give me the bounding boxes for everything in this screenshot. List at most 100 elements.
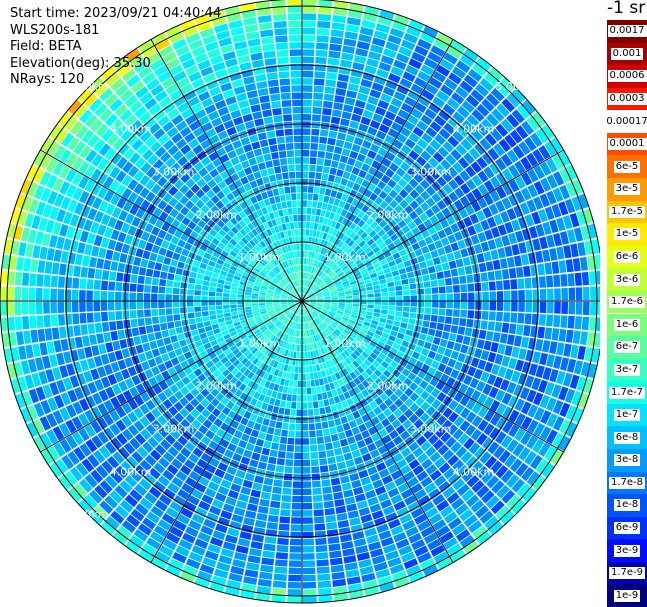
range-gate-cell — [312, 480, 321, 488]
range-gate-cell — [63, 351, 72, 364]
range-gate-cell — [499, 333, 508, 344]
range-gate-cell — [251, 374, 259, 382]
range-gate-cell — [110, 437, 123, 450]
range-gate-cell — [234, 324, 243, 331]
range-gate-cell — [262, 550, 275, 559]
range-gate-cell — [17, 210, 28, 226]
range-gate-cell — [312, 311, 318, 317]
range-gate-cell — [533, 422, 546, 437]
range-gate-cell — [544, 445, 557, 461]
range-gate-cell — [251, 295, 259, 299]
range-gate-cell — [312, 285, 318, 291]
range-gate-cell — [276, 286, 283, 291]
range-gate-cell — [208, 296, 216, 301]
range-gate-cell — [503, 301, 511, 312]
range-gate-cell — [97, 157, 109, 171]
range-gate-cell — [384, 457, 395, 468]
range-gate-cell — [351, 198, 360, 207]
range-gate-cell — [558, 386, 569, 401]
range-gate-cell — [176, 77, 190, 89]
range-gate-cell — [418, 354, 427, 363]
range-gate-cell — [252, 111, 263, 120]
range-gate-cell — [222, 503, 235, 513]
range-gate-cell — [333, 593, 349, 602]
range-gate-cell — [266, 299, 273, 301]
range-gate-cell — [144, 317, 152, 326]
range-gate-cell — [345, 303, 353, 307]
range-gate-cell — [361, 351, 369, 359]
range-gate-cell — [108, 311, 116, 321]
range-gate-cell — [391, 20, 407, 32]
range-gate-cell — [406, 167, 418, 178]
range-gate-cell — [362, 483, 374, 493]
range-gate-cell — [168, 32, 184, 44]
range-gate-cell — [150, 84, 164, 97]
range-gate-cell — [371, 37, 386, 47]
range-gate-cell — [326, 375, 333, 383]
range-gate-cell — [253, 267, 261, 274]
range-gate-cell — [201, 214, 211, 224]
range-gate-cell — [425, 405, 436, 417]
range-gate-cell — [316, 278, 322, 285]
range-gate-cell — [469, 213, 480, 225]
range-gate-cell — [323, 306, 330, 310]
range-gate-cell — [552, 400, 564, 415]
range-gate-cell — [101, 128, 114, 142]
range-gate-cell — [249, 321, 257, 327]
range-gate-cell — [252, 290, 259, 294]
range-gate-cell — [400, 488, 413, 500]
range-gate-cell — [471, 390, 482, 402]
range-gate-cell — [202, 173, 213, 183]
range-gate-cell — [258, 273, 266, 279]
range-gate-cell — [207, 110, 220, 121]
range-gate-cell — [490, 342, 499, 353]
range-gate-cell — [174, 229, 183, 239]
range-gate-cell — [79, 301, 86, 312]
range-gate-cell — [318, 270, 324, 278]
range-gate-cell — [352, 62, 365, 71]
range-gate-cell — [403, 301, 410, 307]
range-gate-cell — [368, 230, 377, 238]
range-gate-cell — [358, 330, 366, 337]
range-gate-cell — [120, 222, 131, 234]
range-gate-cell — [310, 452, 319, 459]
range-gate-cell — [345, 247, 353, 255]
range-gate-cell — [544, 262, 553, 275]
range-gate-cell — [352, 306, 360, 310]
range-gate-cell — [350, 253, 358, 260]
range-gate-cell — [288, 296, 295, 299]
range-gate-cell — [138, 326, 147, 335]
range-gate-cell — [255, 155, 265, 164]
range-gate-cell — [447, 358, 457, 368]
range-gate-cell — [571, 196, 583, 212]
range-gate-cell — [200, 452, 212, 463]
range-gate-cell — [327, 174, 336, 183]
range-gate-cell — [7, 301, 14, 316]
range-gate-cell — [282, 422, 289, 430]
range-gate-cell — [257, 321, 264, 327]
range-gate-cell — [490, 87, 505, 102]
range-gate-cell — [290, 351, 294, 358]
range-gate-cell — [86, 357, 96, 370]
range-gate-cell — [379, 392, 389, 402]
range-gate-cell — [313, 502, 324, 510]
range-gate-cell — [484, 72, 499, 87]
range-gate-cell — [363, 235, 372, 243]
range-gate-cell — [302, 106, 312, 114]
range-gate-cell — [276, 392, 283, 400]
range-gate-cell — [158, 286, 166, 294]
range-gate-cell — [384, 205, 394, 214]
range-gate-cell — [312, 244, 317, 252]
range-gate-cell — [85, 395, 96, 409]
range-gate-cell — [261, 283, 269, 288]
range-gate-cell — [80, 266, 89, 278]
range-gate-cell — [263, 317, 271, 323]
range-gate-cell — [273, 225, 280, 234]
range-gate-cell — [259, 260, 266, 267]
range-gate-cell — [226, 272, 235, 279]
range-gate-cell — [446, 543, 462, 556]
range-gate-cell — [381, 474, 393, 485]
range-gate-cell — [271, 327, 278, 333]
range-gate-cell — [550, 449, 564, 465]
range-gate-cell — [144, 242, 154, 252]
